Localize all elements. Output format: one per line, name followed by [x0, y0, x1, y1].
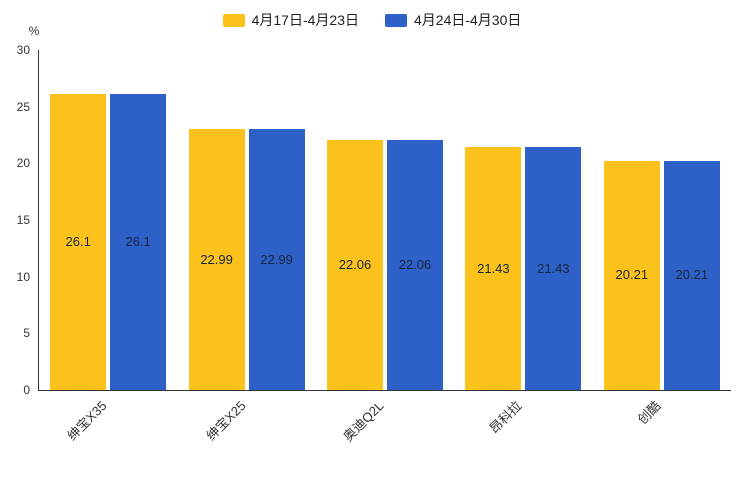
legend-label-week2: 4月24日-4月30日 [414, 12, 522, 28]
bar-绅宝X35-series2 [110, 94, 167, 390]
bar-value-label: 20.21 [675, 267, 709, 283]
y-axis-unit-label: % [28, 24, 40, 38]
legend-swatch-yellow [222, 13, 245, 27]
y-tick-5: 5 [23, 326, 30, 341]
bar-绅宝X25-series1 [188, 129, 245, 390]
bar-昂科拉-series1 [465, 147, 522, 390]
bar-value-label: 22.06 [398, 256, 432, 272]
legend-label-week1: 4月17日-4月23日 [251, 12, 359, 28]
x-category-label-创酷: 创酷 [634, 398, 664, 428]
bar-value-label: 21.43 [477, 260, 510, 276]
bar-value-label: 26.1 [65, 234, 91, 250]
x-category-label-绅宝X25: 绅宝X25 [202, 398, 249, 444]
x-category-label-绅宝X35: 绅宝X35 [64, 398, 110, 444]
legend-item-week2[interactable]: 4月24日-4月30日 [385, 10, 521, 30]
bar-value-label: 20.21 [615, 267, 649, 283]
legend-swatch-blue [385, 13, 407, 27]
chart-legend: 4月17日-4月23日 4月24日-4月30日 [0, 10, 744, 30]
x-category-label-昂科拉: 昂科拉 [486, 398, 525, 437]
bar-value-label: 26.1 [125, 234, 151, 250]
bar-value-label: 21.43 [537, 260, 570, 276]
plot-area: 26.1 26.1 22.99 22.99 22.06 22.06 21.43 21.43 20… [38, 50, 731, 391]
y-tick-30: 30 [16, 43, 30, 57]
bar-value-label: 22.06 [338, 256, 372, 272]
bar-value-label: 22.99 [260, 251, 293, 267]
bar-创酷-series2 [663, 160, 720, 390]
y-tick-20: 20 [16, 156, 30, 171]
bar-奥迪Q2L-series2 [387, 140, 443, 390]
x-category-label-奥迪Q2L: 奥迪Q2L [340, 398, 387, 445]
bar-奥迪Q2L-series1 [327, 140, 383, 390]
bar-绅宝X35-series1 [50, 94, 107, 390]
y-tick-10: 10 [16, 269, 30, 284]
legend-item-week1[interactable]: 4月17日-4月23日 [222, 10, 359, 30]
bar-昂科拉-series2 [525, 147, 582, 390]
bar-value-label: 22.99 [200, 251, 233, 267]
y-tick-25: 25 [16, 99, 30, 114]
y-tick-15: 15 [16, 213, 30, 227]
bar-创酷-series1 [603, 160, 660, 390]
bar-绅宝X25-series2 [248, 129, 305, 390]
y-tick-0: 0 [23, 383, 30, 397]
